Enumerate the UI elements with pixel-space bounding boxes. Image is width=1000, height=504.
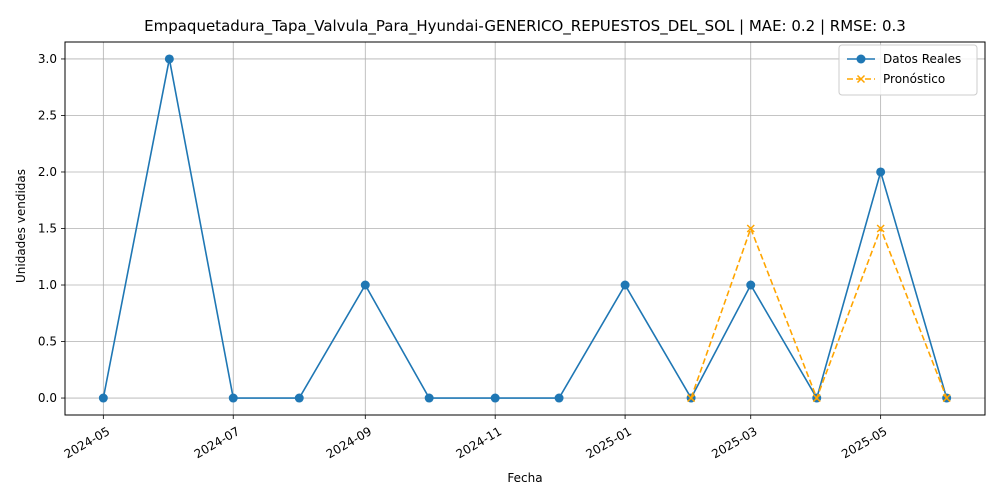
- legend-marker: [856, 74, 866, 84]
- data-point: [746, 280, 756, 290]
- y-tick-label: 0.5: [38, 335, 57, 349]
- x-tick-label: 2025-05: [839, 424, 889, 461]
- y-tick-label: 2.5: [38, 108, 57, 122]
- data-point: [228, 393, 238, 403]
- data-point: [164, 54, 174, 64]
- legend-item: Datos Reales: [847, 52, 961, 66]
- y-tick-label: 2.0: [38, 165, 57, 179]
- x-tick-label: 2024-09: [324, 424, 374, 461]
- legend: Datos Reales Pronóstico: [838, 44, 978, 96]
- y-tick-label: 1.0: [38, 278, 57, 292]
- x-axis-label: Fecha: [507, 471, 542, 485]
- x-tick-label: 2024-05: [62, 424, 112, 461]
- data-point: [294, 393, 304, 403]
- data-point: [98, 393, 108, 403]
- series-1: [687, 224, 951, 403]
- y-tick-label: 1.5: [38, 222, 57, 236]
- series-layer: [98, 54, 952, 403]
- x-tick-label: 2025-03: [709, 424, 759, 461]
- x-tick-label: 2024-07: [192, 424, 242, 461]
- data-point: [876, 224, 885, 233]
- legend-label: Datos Reales: [883, 52, 961, 66]
- data-point: [746, 224, 755, 233]
- x-tick-label: 2024-11: [454, 424, 504, 461]
- y-tick-label: 0.0: [38, 391, 57, 405]
- grid: [65, 42, 985, 415]
- legend-item: Pronóstico: [847, 72, 945, 86]
- legend-box: [838, 44, 978, 96]
- x-tick-label: 2025-01: [584, 424, 634, 461]
- data-point: [620, 280, 630, 290]
- data-point: [942, 394, 951, 403]
- data-point: [360, 280, 370, 290]
- data-point: [554, 393, 564, 403]
- data-point: [687, 394, 696, 403]
- chart-title: Empaquetadura_Tapa_Valvula_Para_Hyundai-…: [144, 17, 906, 36]
- series-line: [102, 58, 948, 401]
- y-tick-label: 3.0: [38, 52, 57, 66]
- data-point: [876, 167, 886, 177]
- y-axis-label: Unidades vendidas: [14, 169, 28, 283]
- legend-marker: [856, 54, 866, 64]
- data-point: [812, 394, 821, 403]
- series-line: [690, 226, 948, 401]
- data-point: [490, 393, 500, 403]
- data-point: [424, 393, 434, 403]
- legend-label: Pronóstico: [883, 72, 945, 86]
